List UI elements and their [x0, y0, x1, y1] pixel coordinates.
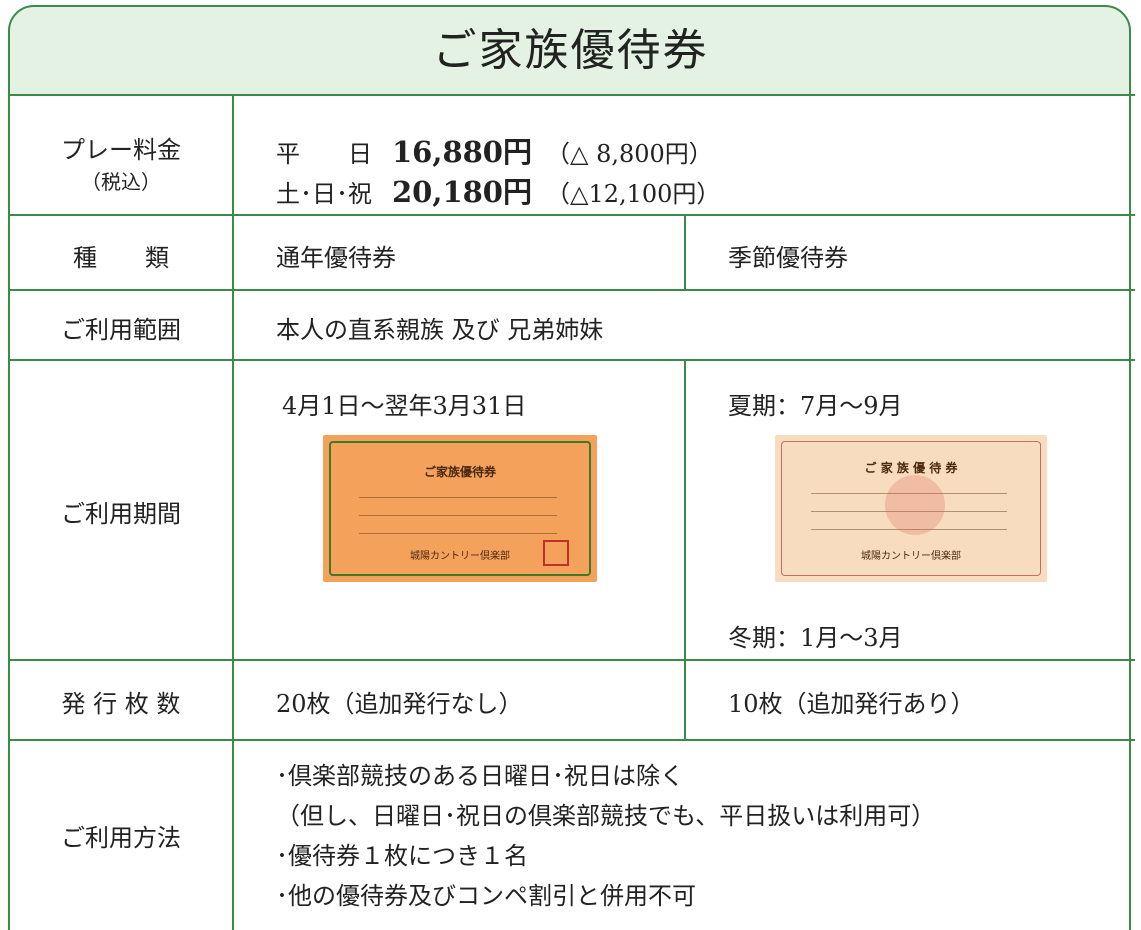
- row-label: 種 類: [73, 244, 169, 272]
- bullet: ･優待券１枚につき１名: [276, 842, 528, 870]
- cell: 本人の直系親族 及び 兄弟姉妹: [276, 316, 604, 344]
- cell: 4月1日～翌年3月31日: [282, 392, 527, 420]
- cell: 通年優待券: [276, 244, 396, 272]
- cell: 夏期：7月～9月: [728, 392, 903, 420]
- ticket-line: [811, 511, 1007, 512]
- cell: 10枚（追加発行あり）: [728, 690, 975, 718]
- ticket-image: ご家族優待券 城陽カントリー倶楽部: [323, 435, 597, 582]
- bullet: ･倶楽部競技のある日曜日･祝日は除く: [276, 762, 684, 790]
- ticket-border: [781, 441, 1041, 576]
- ticket-stamp: [543, 540, 569, 566]
- ticket-line: [359, 515, 557, 516]
- row-label: ご利用方法: [61, 824, 181, 852]
- row-sublabel: （税込）: [81, 170, 161, 194]
- ticket-line: [359, 497, 557, 498]
- header-band: [10, 7, 1131, 95]
- day-label: 土･日･祝: [276, 180, 372, 208]
- ticket-title: ご家族優待券: [423, 465, 496, 479]
- table-frame: [8, 5, 1131, 930]
- col-line: [684, 215, 686, 290]
- day-label: 平 日: [276, 140, 372, 168]
- cell: 20枚（追加発行なし）: [276, 690, 523, 718]
- row-line: [8, 94, 1135, 96]
- bullet: ･他の優待券及びコンペ割引と併用不可: [276, 882, 696, 910]
- ticket-emblem: [885, 475, 945, 535]
- row-line: [8, 214, 1135, 216]
- col-line: [232, 95, 234, 930]
- price: 16,880円: [392, 135, 532, 169]
- row-label: 発 行 枚 数: [61, 690, 181, 718]
- ticket-line: [811, 529, 1007, 530]
- ticket-club: 城陽カントリー倶楽部: [410, 551, 510, 562]
- bullet: （但し、日曜日･祝日の倶楽部競技でも、平日扱いは利用可）: [276, 802, 936, 830]
- ticket-line: [811, 493, 1007, 494]
- row-label: ご利用期間: [61, 500, 181, 528]
- row-line: [8, 359, 1135, 361]
- ticket-image: ご 家 族 優 待 券 城陽カントリー倶楽部: [775, 435, 1047, 582]
- cell: 季節優待券: [728, 244, 848, 272]
- ticket-border: [329, 441, 591, 576]
- discount: （△ 8,800円）: [546, 140, 713, 168]
- row-line: [8, 289, 1135, 291]
- ticket-line: [359, 533, 557, 534]
- row-label: プレー料金: [61, 136, 181, 164]
- discount: （△12,100円）: [546, 180, 721, 208]
- title: ご家族優待券: [432, 25, 709, 76]
- row-label: ご利用範囲: [61, 316, 181, 344]
- col-line: [684, 360, 686, 740]
- ticket-title: ご 家 族 優 待 券: [864, 461, 958, 475]
- row-line: [8, 739, 1135, 741]
- ticket-club: 城陽カントリー倶楽部: [861, 551, 961, 562]
- row-line: [8, 659, 1135, 661]
- price: 20,180円: [392, 175, 532, 209]
- cell: 冬期：1月～3月: [728, 624, 903, 652]
